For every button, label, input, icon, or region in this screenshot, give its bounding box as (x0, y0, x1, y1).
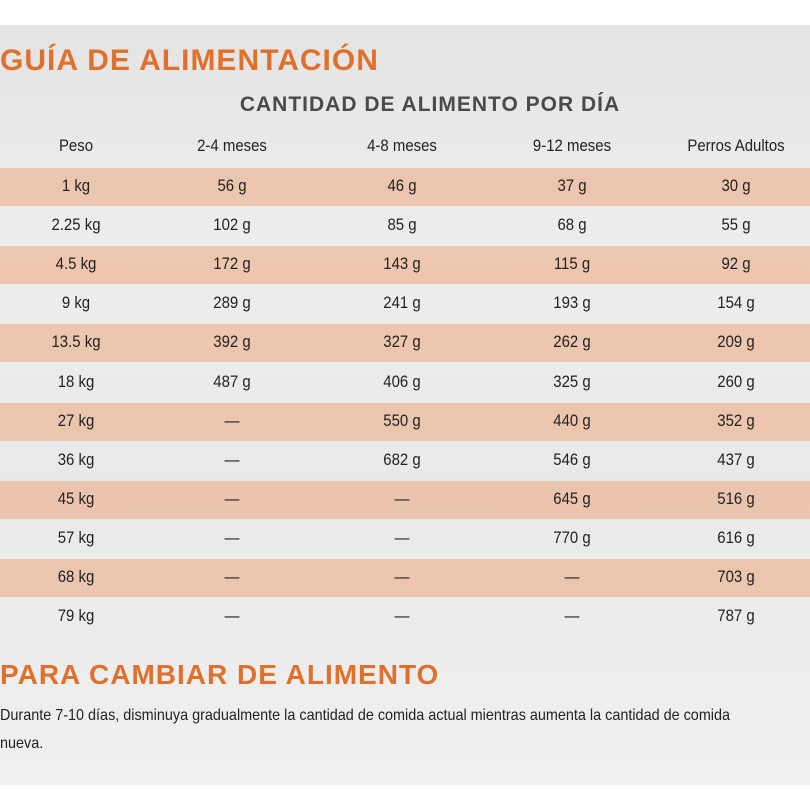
column-header: 2-4 meses (197, 136, 267, 155)
table-cell: 92 g (721, 254, 751, 274)
table-cell: — (224, 567, 240, 586)
table-cell: 18 kg (57, 371, 95, 391)
table-cell: 13.5 kg (51, 332, 101, 352)
table-cell: 85 g (387, 215, 417, 235)
table-cell: 79 kg (57, 606, 95, 626)
table-cell: — (224, 606, 240, 626)
table-cell: 2.25 kg (51, 215, 101, 235)
table-cell: 703 g (717, 567, 755, 586)
row-stripe (0, 168, 810, 206)
table-cell: 352 g (717, 410, 755, 430)
table-cell: 9 kg (61, 293, 91, 313)
table-cell: — (394, 488, 410, 508)
table-cell: 327 g (383, 332, 421, 352)
table-cell: 516 g (717, 488, 755, 508)
table-cell: — (224, 410, 240, 430)
table-cell: 406 g (383, 371, 421, 391)
table-cell: 550 g (383, 410, 421, 430)
table-cell: 56 g (217, 176, 247, 195)
table-cell: 645 g (553, 488, 591, 508)
subtitle: CANTIDAD DE ALIMENTO POR DÍA (239, 93, 621, 116)
table-cell: 487 g (213, 371, 251, 391)
table-cell: — (224, 449, 240, 469)
table-cell: 392 g (213, 332, 251, 352)
table-cell: 55 g (721, 215, 751, 235)
column-header: 9-12 meses (532, 136, 612, 155)
title: GUÍA DE ALIMENTACIÓN (0, 44, 379, 77)
table-cell: 787 g (717, 606, 755, 626)
table-cell: 172 g (213, 254, 251, 274)
table-cell: 4.5 kg (55, 254, 97, 274)
table-cell: 616 g (717, 527, 755, 547)
row-stripe (0, 402, 810, 441)
table-cell: 260 g (717, 371, 755, 391)
table-cell: — (224, 488, 240, 508)
footer-title: PARA CAMBIAR DE ALIMENTO (0, 659, 440, 690)
table-cell: 30 g (721, 176, 751, 195)
table-cell: 1 kg (61, 176, 91, 195)
table-cell: 437 g (717, 449, 755, 469)
footer-text: Durante 7-10 días, disminuya gradualment… (0, 707, 731, 752)
table-cell: — (394, 606, 410, 626)
table-cell: 262 g (553, 332, 591, 352)
column-header: Peso (58, 136, 94, 155)
table-cell: 46 g (387, 176, 417, 195)
row-stripe (0, 559, 810, 597)
table-cell: — (564, 606, 580, 626)
table-cell: — (224, 527, 240, 547)
table-cell: 143 g (383, 254, 421, 274)
table-cell: 682 g (383, 449, 421, 469)
table-cell: 325 g (553, 371, 591, 391)
table-cell: 770 g (553, 527, 591, 547)
table-cell: 68 g (557, 215, 587, 235)
table-cell: 57 kg (57, 527, 95, 547)
table-cell: 289 g (213, 293, 251, 313)
table-cell: 102 g (213, 215, 251, 235)
table-cell: 45 kg (57, 488, 95, 508)
table-cell: 36 kg (57, 449, 95, 469)
row-stripe (0, 480, 810, 519)
table-cell: 154 g (717, 293, 755, 313)
column-header: Perros Adultos (687, 136, 785, 155)
table-cell: 209 g (717, 332, 755, 352)
row-stripe (0, 246, 810, 285)
table-cell: 546 g (553, 449, 591, 469)
column-header: 4-8 meses (367, 136, 437, 155)
table-cell: 115 g (553, 254, 591, 274)
row-stripe (0, 324, 810, 363)
table-cell: 68 kg (57, 567, 95, 586)
table-cell: 193 g (553, 293, 591, 313)
table-cell: 37 g (557, 176, 587, 195)
table-cell: — (564, 567, 580, 586)
table-cell: 241 g (383, 293, 421, 313)
table-cell: — (394, 567, 410, 586)
table-cell: 440 g (553, 410, 591, 430)
table-cell: 27 kg (57, 410, 95, 430)
table-cell: — (394, 527, 410, 547)
